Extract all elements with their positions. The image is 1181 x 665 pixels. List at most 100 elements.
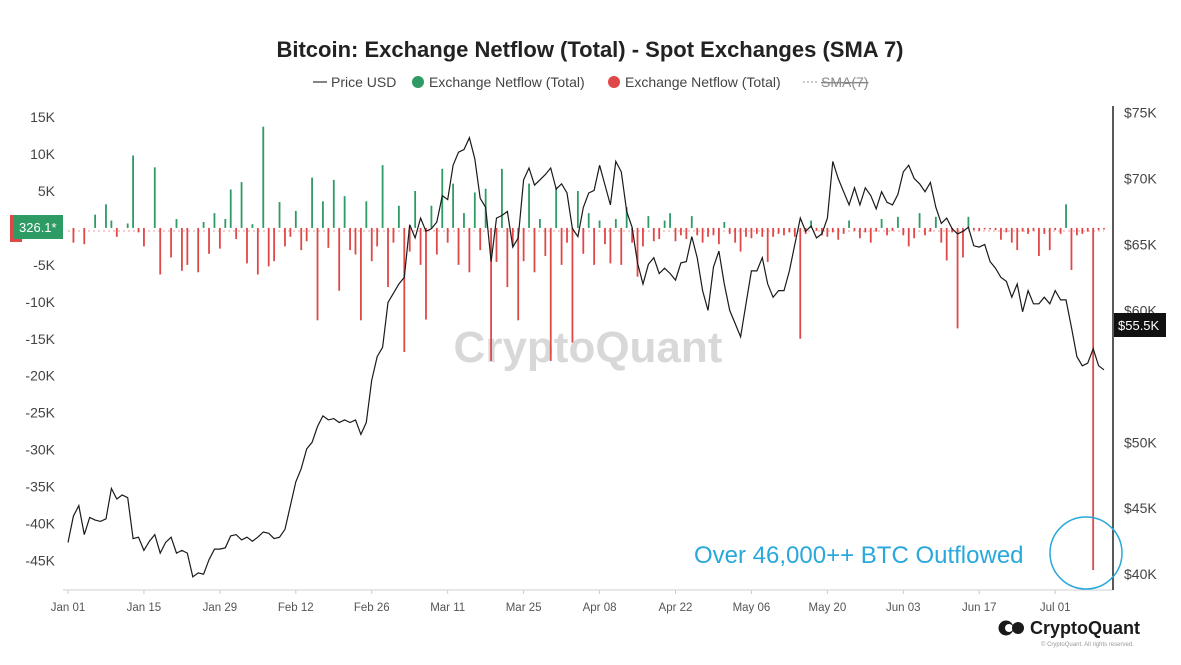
outflow-bar: [636, 227, 639, 277]
outflow-bar: [143, 227, 145, 247]
logo-icon-cutout: [1005, 624, 1013, 632]
inflow-bar: [555, 187, 558, 228]
outflow-bar: [1000, 227, 1002, 240]
x-tick-label: Mar 11: [430, 602, 465, 614]
x-tick-label: Apr 08: [583, 602, 617, 614]
inflow-bar: [647, 216, 650, 228]
x-tick-label: Feb 26: [354, 602, 390, 614]
outflow-bar: [945, 227, 948, 261]
inflow-bar: [105, 204, 107, 228]
outflow-bar: [924, 227, 926, 236]
x-tick-label: Apr 22: [659, 602, 693, 614]
outflow-bar: [392, 227, 395, 243]
outflow-bar: [1059, 227, 1062, 234]
outflow-bar: [479, 227, 482, 251]
right-tick-label: $75K: [1124, 105, 1157, 121]
outflow-bar: [696, 227, 699, 236]
inflow-bar: [229, 189, 232, 228]
outflow-bar: [1038, 227, 1040, 257]
inflow-bar: [934, 216, 937, 228]
inflow-bar: [381, 165, 384, 228]
inflow-bar: [528, 183, 530, 228]
outflow-bar: [717, 227, 720, 245]
inflow-bar: [278, 202, 281, 228]
left-tick-label: 5K: [38, 183, 56, 199]
x-tick-label: Jul 01: [1040, 602, 1071, 614]
left-tick-label: -15K: [25, 331, 55, 347]
legend-item-outflow[interactable]: Exchange Netflow (Total): [608, 74, 781, 90]
outflow-bar: [1010, 227, 1013, 243]
outflow-bar: [376, 227, 379, 247]
outflow-bar: [457, 227, 460, 265]
inflow-bar: [690, 216, 693, 228]
outflow-bar: [685, 227, 688, 240]
inflow-bar: [262, 126, 265, 228]
price-value-badge: $55.5K: [1114, 313, 1166, 337]
price-badge-text: $55.5K: [1118, 318, 1160, 333]
outflow-bar: [978, 227, 981, 231]
legend-dot-red-icon: [608, 76, 620, 88]
x-tick-label: May 06: [733, 602, 771, 614]
outflow-bar: [956, 227, 959, 329]
outflow-bar: [799, 227, 802, 339]
copyright-text: © CryptoQuant. All rights reserved.: [1041, 641, 1134, 648]
outflow-bar: [1054, 227, 1057, 231]
left-tick-label: 15K: [30, 109, 56, 125]
watermark-text: CryptoQuant: [454, 323, 723, 372]
outflow-bar: [181, 227, 183, 271]
legend-item-inflow[interactable]: Exchange Netflow (Total): [412, 74, 585, 90]
legend-label-sma: SMA(7): [821, 74, 868, 90]
outflow-bar: [739, 227, 742, 252]
outflow-bar: [972, 227, 975, 231]
right-tick-label: $50K: [1124, 434, 1157, 450]
legend-item-sma[interactable]: SMA(7): [803, 74, 868, 90]
inflow-bar: [365, 201, 368, 228]
inflow-bar: [598, 220, 601, 228]
outflow-bar: [571, 227, 574, 343]
outflow-bar: [680, 227, 682, 236]
outflow-bar: [831, 227, 834, 233]
chart-title: Bitcoin: Exchange Netflow (Total) - Spot…: [276, 37, 903, 62]
inflow-bar: [110, 220, 113, 228]
outflow-bar: [707, 227, 709, 237]
outflow-bar: [1081, 227, 1084, 234]
price-badge-bg: [1114, 313, 1166, 337]
x-axis-ticks: Jan 01 Jan 15 Jan 29 Feb 12 Feb 26 Mar 11 Mar …: [51, 590, 1071, 614]
outflow-bar: [951, 227, 954, 233]
outflow-bar: [994, 227, 997, 231]
legend-item-price[interactable]: Price USD: [313, 74, 396, 90]
outflow-bar: [788, 227, 791, 233]
outflow-bar: [1016, 227, 1019, 251]
outflow-bar: [235, 227, 238, 240]
outflow-bar: [360, 227, 362, 321]
outflow-bar: [495, 227, 498, 262]
outflow-bar: [425, 227, 427, 320]
outflow-bar: [256, 227, 259, 275]
legend-label-price: Price USD: [331, 74, 396, 90]
outflow-bar: [435, 227, 438, 255]
outflow-bar: [891, 227, 894, 231]
outflow-bar: [674, 227, 677, 242]
outflow-bar: [1070, 227, 1073, 271]
right-tick-label: $70K: [1124, 171, 1157, 187]
outflow-bar: [267, 227, 270, 267]
outflow-bar: [783, 227, 785, 236]
outflow-bar: [197, 227, 200, 273]
outflow-bar: [468, 227, 471, 273]
outflow-bar: [517, 227, 520, 321]
outflow-bar: [549, 227, 552, 361]
inflow-bar: [94, 214, 97, 228]
outflow-bar: [354, 227, 357, 255]
outflow-bar: [186, 227, 189, 265]
outflow-bar: [734, 227, 737, 243]
outflow-bar: [609, 227, 612, 264]
inflow-bar: [463, 213, 465, 228]
outflow-bar: [728, 227, 731, 234]
outflow-bar: [446, 227, 449, 243]
right-tick-label: $40K: [1124, 566, 1157, 582]
outflow-bar: [490, 227, 492, 361]
inflow-bar: [723, 222, 726, 228]
outflow-bar: [305, 227, 308, 242]
outflow-bar: [159, 227, 162, 275]
